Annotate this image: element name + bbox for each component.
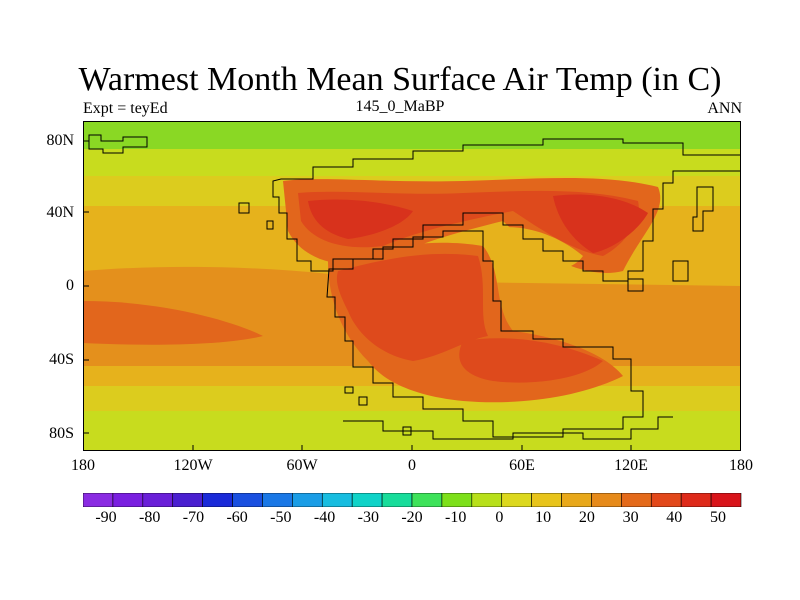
colorbar-label: -20: [401, 509, 423, 526]
temperature-map: [83, 121, 741, 451]
arctic-cap: [83, 121, 741, 139]
coastline-greenland: [88, 134, 148, 154]
colorbar-label: -30: [357, 509, 379, 526]
map-title: Warmest Month Mean Surface Air Temp (in …: [78, 61, 722, 98]
xtick-0: 0: [408, 457, 416, 474]
coastline-islands-east: [627, 186, 714, 292]
colorbar-swatch: [471, 493, 503, 507]
xtick-120e: 120E: [614, 457, 648, 474]
colorbar-swatch: [411, 493, 443, 507]
colorbar: [83, 493, 742, 507]
south-gondwana-heat: [459, 338, 603, 383]
colorbar-swatch: [531, 493, 562, 507]
colorbar-swatch: [650, 493, 682, 507]
time-label: 145_0_MaBP: [355, 98, 445, 115]
colorbar-label: -40: [313, 509, 336, 526]
colorbar-label: -80: [139, 509, 161, 526]
tethys-warm: [483, 227, 583, 273]
colorbar-label: -50: [270, 509, 292, 526]
xtick-180w: 180: [71, 457, 95, 474]
colorbar-label: 10: [535, 509, 552, 526]
colorbar-label: 50: [710, 509, 726, 526]
colorbar-label: 20: [578, 509, 595, 526]
coastline-laurasia: [272, 138, 741, 282]
colorbar-swatch: [441, 493, 473, 507]
colorbar-swatch: [561, 493, 592, 507]
colorbar-label: -60: [226, 509, 248, 526]
xtick-60e: 60E: [509, 457, 535, 474]
colorbar-swatch: [83, 493, 114, 507]
colorbar-swatch: [501, 493, 532, 507]
colorbar-swatch: [232, 493, 263, 507]
ytick-40n: 40N: [46, 204, 74, 221]
colorbar-swatch: [591, 493, 622, 507]
colorbar-label: 40: [666, 509, 683, 526]
band-south-pacific-hot: [83, 301, 263, 345]
west-laurasia-max: [308, 199, 413, 239]
colorbar-swatch: [142, 493, 174, 507]
xtick-180e: 180: [729, 457, 753, 474]
gondwana-extreme: [336, 253, 488, 361]
colorbar-swatch: [262, 493, 293, 507]
colorbar-label: 30: [622, 509, 639, 526]
colorbar-swatch: [351, 493, 383, 507]
colorbar-swatch: [621, 493, 652, 507]
coastlines: [88, 134, 741, 440]
colorbar-label: -10: [445, 509, 467, 526]
colorbar-label: -90: [95, 509, 117, 526]
colorbar-swatch: [292, 493, 323, 507]
colorbar-swatch: [112, 493, 144, 507]
xtick-120w: 120W: [173, 457, 213, 474]
season-label: ANN: [707, 100, 742, 117]
colorbar-swatch: [321, 493, 353, 507]
ytick-0: 0: [66, 277, 74, 294]
coastline-gondwana: [326, 230, 644, 438]
ytick-80s: 80S: [49, 425, 74, 442]
axis-ticks: [83, 140, 632, 451]
east-laurasia-max: [553, 194, 648, 253]
colorbar-swatch: [381, 493, 413, 507]
ytick-80n: 80N: [46, 132, 74, 149]
colorbar-swatch: [710, 493, 742, 507]
coastline-islands-west: [238, 202, 412, 436]
colorbar-swatch: [172, 493, 203, 507]
colorbar-swatch: [202, 493, 233, 507]
colorbar-label: 0: [495, 509, 504, 526]
coastline-antarctica: [343, 416, 673, 440]
colorbar-label: -70: [182, 509, 205, 526]
colorbar-swatch: [680, 493, 712, 507]
xtick-60w: 60W: [286, 457, 318, 474]
experiment-label: Expt = teyEd: [83, 100, 168, 117]
ytick-40s: 40S: [49, 351, 74, 368]
